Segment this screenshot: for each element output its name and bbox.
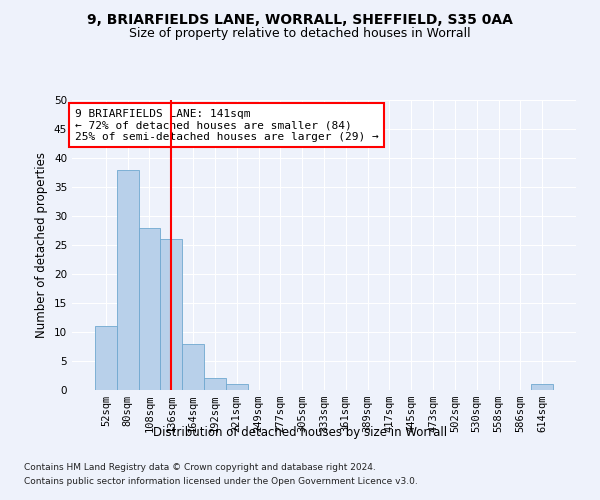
Bar <box>182 344 204 390</box>
Y-axis label: Number of detached properties: Number of detached properties <box>35 152 49 338</box>
Text: Contains HM Land Registry data © Crown copyright and database right 2024.: Contains HM Land Registry data © Crown c… <box>24 464 376 472</box>
Text: Size of property relative to detached houses in Worrall: Size of property relative to detached ho… <box>129 28 471 40</box>
Bar <box>531 384 553 390</box>
Bar <box>139 228 160 390</box>
Bar <box>95 326 117 390</box>
Bar <box>226 384 248 390</box>
Text: Contains public sector information licensed under the Open Government Licence v3: Contains public sector information licen… <box>24 477 418 486</box>
Text: 9, BRIARFIELDS LANE, WORRALL, SHEFFIELD, S35 0AA: 9, BRIARFIELDS LANE, WORRALL, SHEFFIELD,… <box>87 12 513 26</box>
Bar <box>160 239 182 390</box>
Bar <box>117 170 139 390</box>
Bar <box>204 378 226 390</box>
Text: 9 BRIARFIELDS LANE: 141sqm
← 72% of detached houses are smaller (84)
25% of semi: 9 BRIARFIELDS LANE: 141sqm ← 72% of deta… <box>74 108 378 142</box>
Text: Distribution of detached houses by size in Worrall: Distribution of detached houses by size … <box>153 426 447 439</box>
